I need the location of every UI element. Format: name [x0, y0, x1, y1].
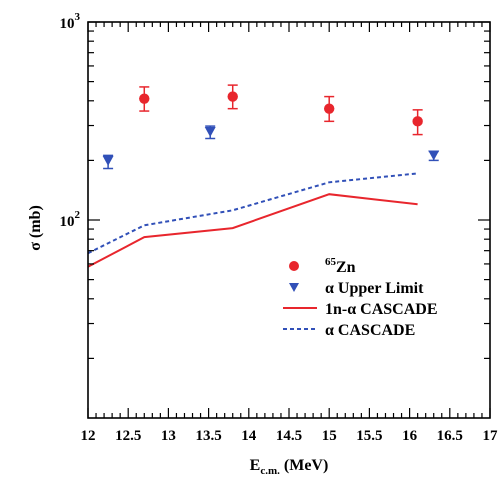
legend-swatch-0 — [289, 261, 299, 271]
y-tick-exponent: 2 — [75, 209, 81, 221]
data-point-0-1 — [227, 91, 238, 102]
y-tick-label: 103 — [60, 11, 81, 32]
legend-label-3: α CASCADE — [325, 322, 415, 339]
data-point-1-0 — [102, 155, 114, 166]
x-tick-label: 13.5 — [195, 428, 221, 444]
x-axis-title: Ec.m. (MeV) — [250, 457, 329, 477]
x-tick-label: 15.5 — [356, 428, 382, 444]
x-axis-title-main: E — [250, 457, 261, 474]
x-tick-label: 13 — [161, 428, 176, 444]
plot-area — [87, 84, 440, 268]
data-point-0-0 — [139, 93, 150, 104]
x-axis-title-sub: c.m. — [260, 465, 280, 477]
x-tick-label: 14.5 — [276, 428, 302, 444]
plot-frame — [87, 21, 491, 419]
data-point-1-1 — [204, 126, 216, 137]
data-point-1-2 — [428, 150, 440, 161]
x-tick-label: 14 — [241, 428, 257, 444]
y-tick-base: 10 — [60, 214, 75, 230]
series-line-3 — [87, 172, 418, 255]
legend-label-2: 1n-α CASCADE — [325, 301, 438, 318]
legend-swatch-1 — [289, 283, 299, 292]
x-tick-label: 12 — [81, 428, 96, 444]
legend-label-0: 65Zn — [325, 256, 356, 276]
legend-label-sup: 65 — [325, 256, 337, 268]
axes: 12 12.5 13 13.5 14 14.5 15 15.5 16 16.5 17102103σ … — [27, 11, 498, 477]
legend: 65Zn α Upper Limit 1n-α CASCADE α CASCADE — [283, 256, 438, 339]
x-tick-label: 16.5 — [437, 428, 463, 444]
legend-label-main: Zn — [336, 259, 356, 276]
x-tick-label: 12.5 — [115, 428, 141, 444]
x-axis-title-unit: (MeV) — [280, 457, 328, 474]
series-line-2 — [87, 193, 418, 268]
data-point-0-3 — [412, 116, 423, 127]
x-tick-label: 17 — [483, 428, 499, 444]
y-tick-exponent: 3 — [75, 11, 81, 23]
x-tick-label: 16 — [402, 428, 418, 444]
y-axis-title: σ (mb) — [27, 205, 44, 251]
y-tick-label: 102 — [60, 209, 81, 230]
x-tick-label: 15 — [322, 428, 337, 444]
y-tick-base: 10 — [60, 16, 75, 32]
data-point-0-2 — [324, 103, 335, 114]
legend-label-1: α Upper Limit — [325, 280, 424, 297]
